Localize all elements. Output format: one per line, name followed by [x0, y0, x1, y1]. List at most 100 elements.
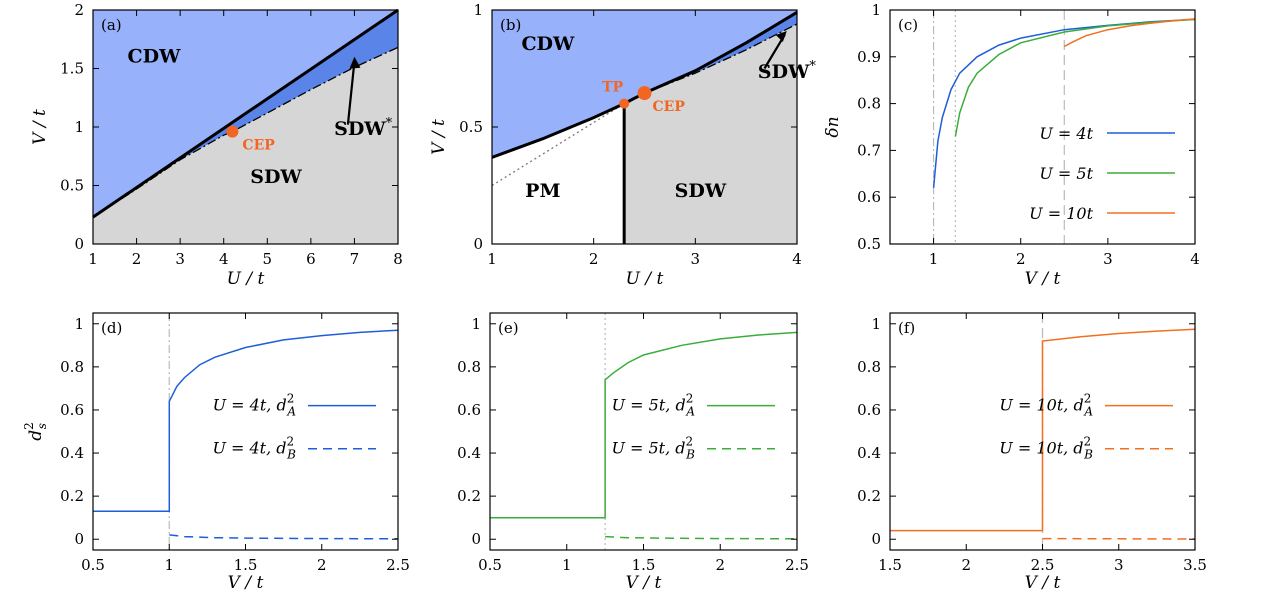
panel-b-tp-label: TP	[602, 80, 623, 96]
panel-e-ytick-label: 0.8	[457, 358, 481, 376]
panel-c-xtick-label: 4	[1190, 250, 1200, 268]
panel-b-sdw-region	[624, 12, 797, 245]
panel-b-xtick-label: 3	[691, 250, 701, 268]
panel-f-ytick-label: 0.8	[857, 358, 881, 376]
panel-b-xlabel: U / t	[626, 269, 664, 289]
panel-a-region-label-1: SDW	[250, 166, 302, 188]
panel-e-xtick-label: 1	[562, 556, 572, 574]
panel-e: U = 5t, d2 A U = 5t, d2 B 0.5 1 1.5 2 2.5 0 0.2 0.4…	[457, 312, 809, 593]
panel-f-ytick-label: 0.4	[857, 444, 881, 462]
panel-a-ytick-label: 0.5	[60, 177, 84, 195]
panel-b-cdw-region	[492, 10, 797, 158]
panel-c-legend-label-0: U = 4t	[1039, 124, 1093, 143]
panel-b-ytick-label: 1	[473, 1, 483, 19]
panel-c-ytick-label: 1	[871, 1, 881, 19]
panel-a-arrow	[346, 61, 356, 125]
panel-a-xtick-label: 2	[132, 250, 142, 268]
panel-d-xtick-label: 2.5	[386, 556, 410, 574]
panel-b-sdw-boundary	[644, 23, 798, 94]
panel-e-xtick-label: 1.5	[632, 556, 656, 574]
panel-a-cdw-boundary	[92, 8, 399, 219]
panel-d: U = 4t, d2 A U = 4t, d2 B 0.5 1 1.5 2 2.5 0 0.2 0.4…	[22, 312, 410, 593]
panel-e-xtick-label: 2	[715, 556, 725, 574]
panel-c-panel-label: (c)	[898, 16, 918, 34]
panel-e-panel-label: (e)	[498, 319, 519, 337]
panel-b-cdw-boundary	[491, 11, 798, 159]
panel-a-xtick-label: 5	[263, 250, 273, 268]
panel-c: U = 4t U = 5t U = 10t 1 2 3 4 0.5 0.6 0.7 0.8 0.9 1 (…	[823, 1, 1200, 289]
panel-a-ytick-label: 1.5	[60, 60, 84, 78]
panel-b-region-label-1: PM	[525, 180, 560, 202]
panel-c-legend-label-1: U = 5t	[1039, 164, 1093, 183]
panel-f-legend-label-0: U = 10t, d2 A	[999, 392, 1093, 419]
panel-a-panel-label: (a)	[101, 16, 122, 34]
panel-c-ytick-label: 0.7	[857, 141, 881, 159]
panel-b-tp-marker	[619, 98, 630, 109]
panel-e-xtick-label: 2.5	[785, 556, 809, 574]
panel-f-panel-label: (f)	[898, 319, 915, 337]
panel-c-ytick-label: 0.8	[857, 95, 881, 113]
panel-d-xlabel: V / t	[228, 573, 264, 593]
panel-f-xtick-label: 3	[1114, 556, 1124, 574]
panel-e-ytick-label: 0.2	[457, 487, 481, 505]
panel-b-region-label-0: CDW	[521, 33, 575, 55]
panel-b-xtick-label: 1	[487, 250, 497, 268]
panel-f-ytick-label: 0	[871, 530, 881, 548]
panel-e-ytick-label: 0.6	[457, 401, 481, 419]
panel-b-xtick-label: 2	[589, 250, 599, 268]
panel-f-xtick-label: 1.5	[878, 556, 902, 574]
panel-e-series-0	[490, 331, 798, 519]
panel-c-series-1	[954, 18, 1196, 137]
panel-f-xtick-label: 2.5	[1031, 556, 1055, 574]
panel-d-series-0	[93, 329, 399, 512]
panel-b: TP CEP CDW PM SDW SDW* 1 2 3 4 0 0.5 1 (b) U / t V / t	[429, 1, 816, 289]
panel-d-legend-label-1: U = 4t, d2 B	[212, 435, 296, 462]
panel-f-ytick-label: 0.6	[857, 401, 881, 419]
panel-b-xtick-label: 4	[792, 250, 802, 268]
panel-b-dotted-extension	[491, 103, 625, 187]
panel-a-xtick-label: 7	[350, 250, 360, 268]
panel-a-region-label-2: SDW*	[334, 116, 393, 140]
panel-a-ytick-label: 2	[74, 1, 84, 19]
panel-d-xtick-label: 1	[164, 556, 174, 574]
panel-e-ytick-label: 0.4	[457, 444, 481, 462]
panel-d-panel-label: (d)	[101, 319, 122, 337]
panel-c-ytick-label: 0.5	[857, 235, 881, 253]
panel-a-xtick-label: 8	[393, 250, 403, 268]
panel-f-xtick-label: 3.5	[1183, 556, 1207, 574]
panel-f-series-0	[890, 328, 1196, 532]
panel-a-cep-label: CEP	[242, 138, 275, 154]
panel-d-xtick-label: 0.5	[81, 556, 105, 574]
panel-b-ytick-label: 0.5	[459, 118, 483, 136]
panel-a-ylabel: V / t	[30, 109, 50, 145]
panel-d-ytick-label: 0.6	[60, 401, 84, 419]
panel-d-legend-label-0: U = 4t, d2 A	[213, 392, 297, 419]
panel-c-legend-label-2: U = 10t	[1029, 204, 1093, 223]
panel-a-xlabel: U / t	[227, 269, 265, 289]
panel-c-xtick-label: 1	[929, 250, 939, 268]
panel-e-legend-label-1: U = 5t, d2 B	[611, 435, 695, 462]
panel-c-xtick-label: 2	[1016, 250, 1026, 268]
panel-c-ytick-label: 0.9	[857, 48, 881, 66]
panel-e-ytick-label: 0	[471, 530, 481, 548]
panel-e-frame	[489, 312, 798, 551]
panel-c-frame	[889, 9, 1196, 245]
panel-a-ytick-label: 0	[74, 235, 84, 253]
panel-f-xlabel: V / t	[1025, 573, 1061, 593]
panel-b-panel-label: (b)	[500, 16, 521, 34]
panel-e-series-1	[605, 535, 798, 540]
panel-a-region-label-0: CDW	[128, 46, 182, 68]
panel-c-ytick-label: 0.6	[857, 188, 881, 206]
panel-e-xlabel: V / t	[626, 573, 662, 593]
panel-e-ytick-label: 1	[471, 315, 481, 333]
panel-c-ylabel: δn	[823, 116, 843, 137]
panel-d-xtick-label: 1.5	[234, 556, 258, 574]
panel-e-xtick-label: 0.5	[478, 556, 502, 574]
panel-f-legend-label-1: U = 10t, d2 B	[999, 435, 1093, 462]
panel-a-xtick-label: 6	[306, 250, 316, 268]
panel-d-series-1	[169, 534, 399, 540]
panel-f-frame	[889, 312, 1196, 551]
panel-b-ytick-label: 0	[473, 235, 483, 253]
panel-a-ytick-label: 1	[74, 118, 84, 136]
